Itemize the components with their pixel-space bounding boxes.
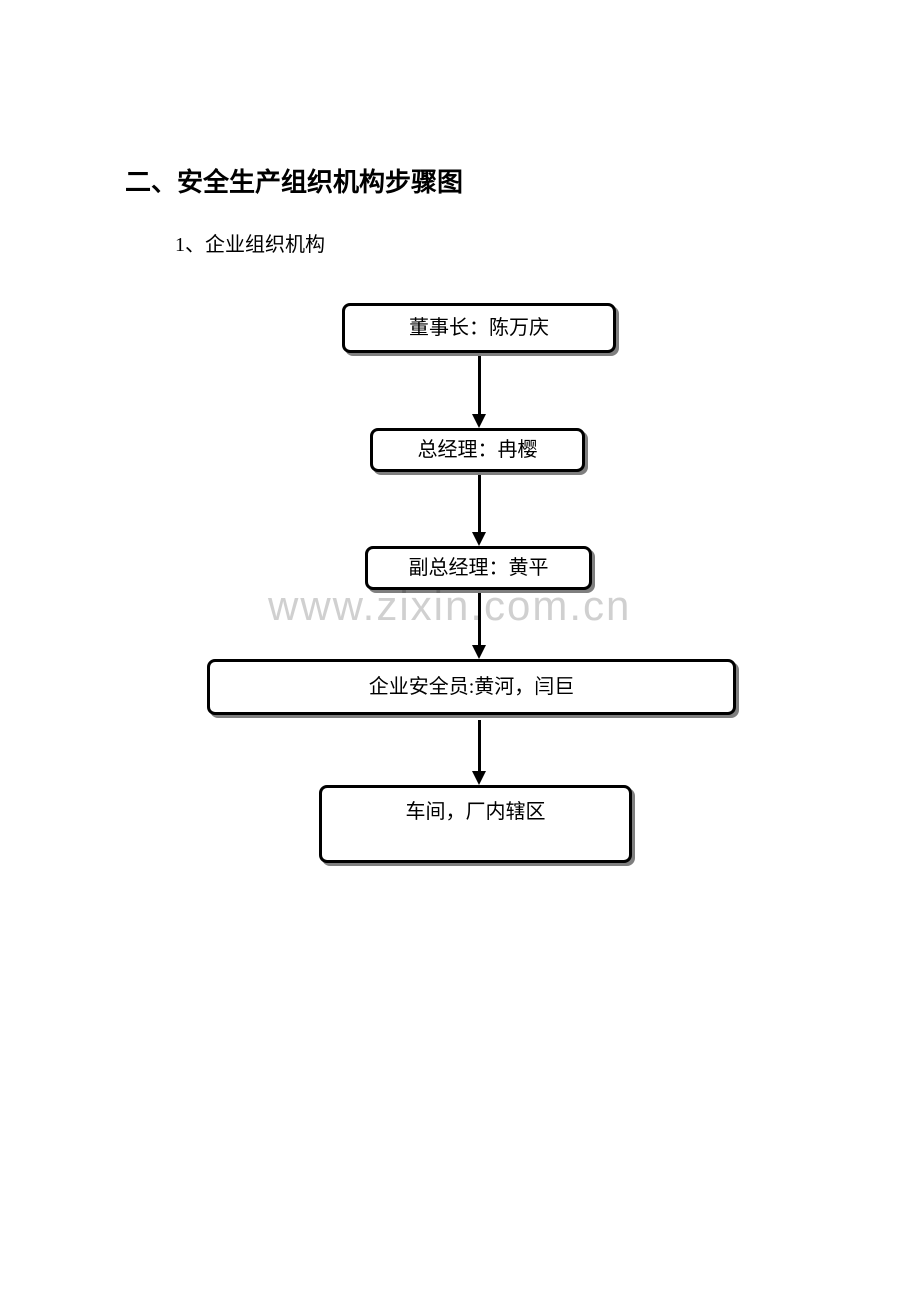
flow-node-label: 副总经理：黄平: [409, 556, 549, 580]
flow-node-label: 企业安全员:黄河，闫巨: [369, 675, 575, 699]
flow-node-label: 董事长：陈万庆: [409, 316, 549, 340]
arrow-head-icon: [472, 414, 486, 428]
flow-arrow: [478, 475, 481, 534]
flow-node: 总经理：冉樱: [370, 428, 585, 472]
flow-node-label: 总经理：冉樱: [418, 438, 538, 462]
section-heading: 二、安全生产组织机构步骤图: [125, 162, 463, 199]
arrow-head-icon: [472, 645, 486, 659]
flow-node: 副总经理：黄平: [365, 546, 592, 590]
flow-arrow: [478, 356, 481, 416]
arrow-head-icon: [472, 532, 486, 546]
subsection-heading-text: 1、企业组织机构: [175, 234, 325, 256]
flow-node: 车间，厂内辖区: [319, 785, 632, 863]
subsection-heading: 1、企业组织机构: [175, 228, 325, 257]
flow-node: 董事长：陈万庆: [342, 303, 616, 353]
flow-node: 企业安全员:黄河，闫巨: [207, 659, 736, 715]
flow-node-label: 车间，厂内辖区: [406, 800, 546, 824]
flow-arrow: [478, 593, 481, 647]
arrow-head-icon: [472, 771, 486, 785]
flow-arrow: [478, 720, 481, 773]
section-heading-text: 二、安全生产组织机构步骤图: [125, 168, 463, 197]
